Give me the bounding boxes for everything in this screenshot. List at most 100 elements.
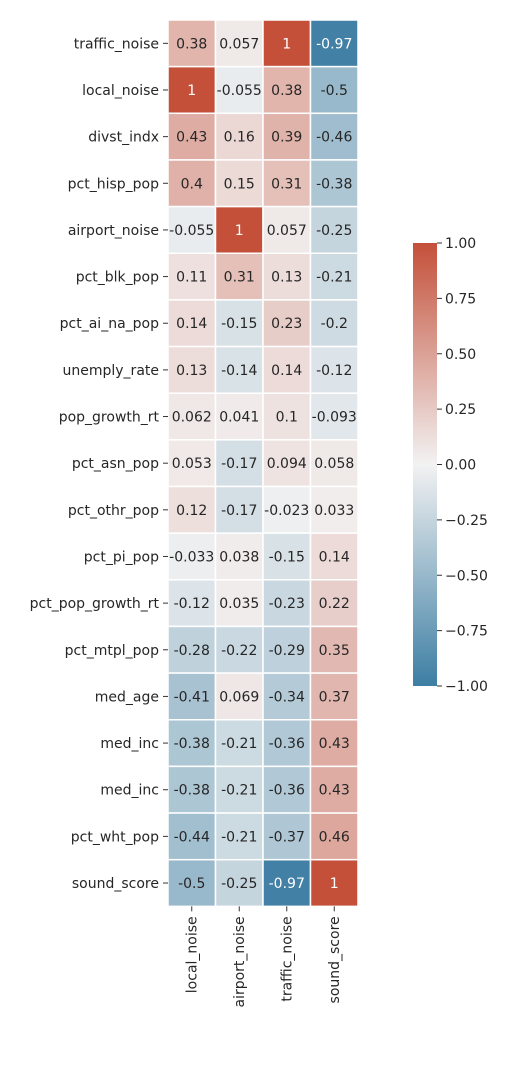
- heatmap-cell: [309, 858, 359, 908]
- cell-value-label: -0.37: [269, 829, 305, 845]
- heatmap-cell: [309, 19, 359, 68]
- cell-labels-layer: 0.38 0.057 1 -0.97 1 -0.055 0.38 -0.5 0.43 0.16 0.…: [169, 36, 357, 892]
- y-axis: traffic_noise local_noise divst_indx pct_hi…: [30, 36, 168, 892]
- heatmap-cell: [262, 579, 312, 628]
- heatmap-cell: [214, 19, 264, 68]
- y-tick-label: pct_mtpl_pop: [65, 643, 159, 659]
- heatmap-cell: [214, 65, 264, 115]
- heatmap-cell: [214, 625, 264, 674]
- cell-value-label: -0.38: [316, 176, 352, 192]
- cell-value-label: -0.023: [264, 503, 309, 519]
- cell-value-label: 0.094: [267, 456, 307, 472]
- heatmap-cell: [309, 205, 359, 255]
- cell-value-label: 1: [235, 223, 244, 239]
- cell-value-label: -0.97: [316, 36, 352, 52]
- cell-value-label: 0.062: [172, 410, 212, 426]
- cell-value-label: 0.038: [219, 549, 259, 565]
- heatmap-cell: [309, 392, 359, 441]
- colorbar-tick-label: 0.75: [445, 291, 476, 307]
- heatmap-cell: [214, 532, 264, 581]
- x-tick-label: traffic_noise: [280, 916, 296, 1001]
- cell-value-label: 1: [187, 83, 196, 99]
- cell-value-label: 0.041: [219, 410, 259, 426]
- heatmap-cell: [167, 532, 217, 581]
- cell-value-label: -0.055: [169, 223, 214, 239]
- cell-value-label: -0.12: [316, 363, 352, 379]
- cell-value-label: 0.22: [319, 596, 350, 612]
- cell-value-label: 0.31: [224, 270, 255, 286]
- cell-value-label: -0.34: [269, 689, 305, 705]
- cell-value-label: -0.15: [269, 549, 305, 565]
- cell-value-label: -0.21: [221, 829, 257, 845]
- heatmap-cell: [214, 252, 264, 301]
- y-tick-label: med_inc: [100, 736, 159, 752]
- heatmap-cell: [167, 719, 217, 768]
- x-axis: local_noise airport_noise traffic_noise sou…: [185, 906, 343, 1008]
- cell-value-label: -0.29: [269, 643, 305, 659]
- cell-value-label: 0.14: [271, 363, 302, 379]
- cell-value-label: -0.17: [221, 503, 257, 519]
- cell-value-label: -0.97: [269, 876, 305, 892]
- cell-value-label: 0.4: [181, 176, 203, 192]
- heatmap-cell: [214, 765, 264, 814]
- cell-value-label: -0.25: [316, 223, 352, 239]
- heatmap-cell: [262, 532, 312, 581]
- heatmap-cell: [309, 625, 359, 674]
- cell-value-label: 0.38: [271, 83, 302, 99]
- cell-value-label: -0.28: [174, 643, 210, 659]
- cell-value-label: -0.055: [217, 83, 262, 99]
- heatmap-cell: [309, 65, 359, 115]
- colorbar-tick-label: 1.00: [445, 236, 476, 252]
- colorbar-tick-label: 0.25: [445, 402, 476, 418]
- cell-value-label: -0.36: [269, 783, 305, 799]
- cell-value-label: -0.5: [178, 876, 205, 892]
- y-tick-label: pct_blk_pop: [76, 270, 159, 286]
- heatmap-cell: [214, 485, 264, 534]
- colorbar-tick-label: −0.50: [445, 568, 488, 584]
- heatmap-cell: [309, 112, 359, 161]
- cell-value-label: 0.43: [319, 783, 350, 799]
- cell-value-label: -0.2: [321, 316, 348, 332]
- y-tick-label: med_age: [95, 689, 159, 705]
- cell-value-label: 0.12: [176, 503, 207, 519]
- cell-value-label: 0.033: [314, 503, 354, 519]
- heatmap-cell: [309, 252, 359, 301]
- cell-value-label: 1: [282, 36, 291, 52]
- cell-value-label: -0.36: [269, 736, 305, 752]
- cell-value-label: -0.23: [269, 596, 305, 612]
- cell-value-label: 0.13: [176, 363, 207, 379]
- cell-value-label: -0.22: [221, 643, 257, 659]
- heatmap-cell: [214, 858, 264, 908]
- y-tick-label: pct_wht_pop: [71, 829, 159, 845]
- cell-value-label: -0.17: [221, 456, 257, 472]
- x-tick-label: airport_noise: [232, 916, 248, 1007]
- heatmap-cell: [214, 579, 264, 628]
- cell-value-label: 0.14: [319, 549, 350, 565]
- cell-value-label: 0.1: [276, 410, 298, 426]
- cell-value-label: -0.5: [321, 83, 348, 99]
- y-tick-label: pct_pi_pop: [84, 549, 159, 565]
- cell-value-label: 0.35: [319, 643, 350, 659]
- colorbar-tick-label: −1.00: [445, 679, 488, 695]
- heatmap-cell: [309, 532, 359, 581]
- y-tick-label: unemply_rate: [63, 363, 160, 379]
- heatmap-cell: [167, 439, 217, 488]
- cell-value-label: -0.14: [221, 363, 257, 379]
- cell-value-label: -0.38: [174, 783, 210, 799]
- heatmap-cell: [309, 719, 359, 768]
- cell-value-label: -0.41: [174, 689, 210, 705]
- heatmap-cell: [309, 812, 359, 861]
- colorbar-tick-label: 0.00: [445, 458, 476, 474]
- cell-value-label: 0.16: [224, 130, 255, 146]
- heatmap-cell: [214, 159, 264, 208]
- cell-value-label: 0.38: [176, 36, 207, 52]
- cell-value-label: 0.11: [176, 270, 207, 286]
- heatmap-cell: [167, 858, 217, 908]
- y-tick-label: med_inc: [100, 783, 159, 799]
- cell-value-label: -0.21: [221, 736, 257, 752]
- cell-value-label: 0.069: [219, 689, 259, 705]
- cell-value-label: 0.43: [319, 736, 350, 752]
- cell-value-label: 0.053: [172, 456, 212, 472]
